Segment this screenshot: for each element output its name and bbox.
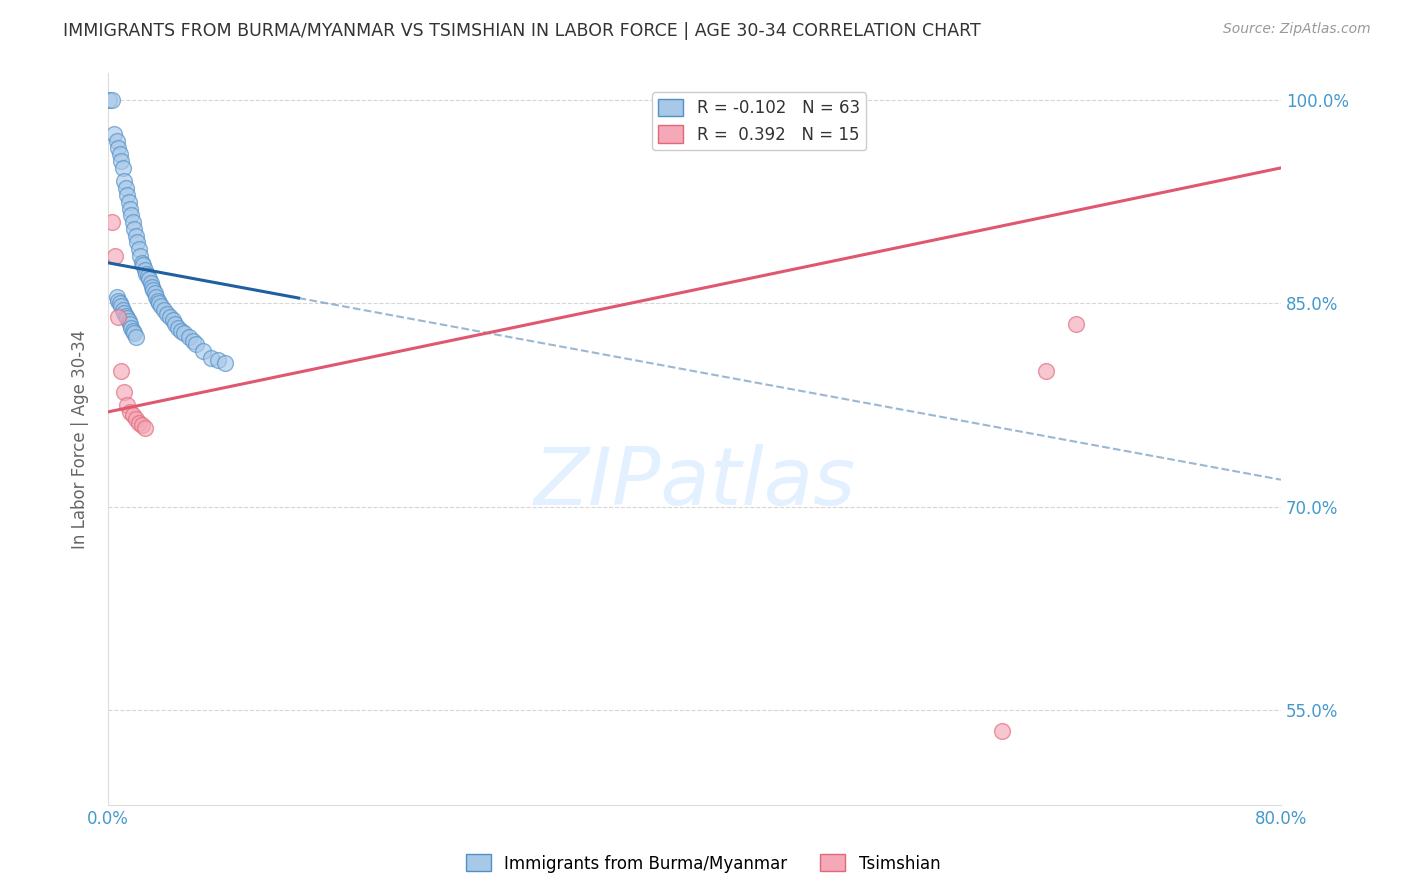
Point xyxy=(122,324,145,338)
Point xyxy=(124,326,146,341)
Point xyxy=(125,330,148,344)
Point xyxy=(111,303,134,318)
Point xyxy=(107,293,129,308)
Point xyxy=(184,337,207,351)
Point xyxy=(122,408,145,422)
Point xyxy=(110,154,132,169)
Point xyxy=(173,326,195,341)
Point xyxy=(105,290,128,304)
Point xyxy=(124,222,146,236)
Point xyxy=(200,351,222,365)
Point xyxy=(138,272,160,286)
Text: Source: ZipAtlas.com: Source: ZipAtlas.com xyxy=(1223,22,1371,37)
Point xyxy=(112,384,135,399)
Point xyxy=(112,174,135,188)
Point xyxy=(135,267,157,281)
Point xyxy=(118,317,141,331)
Point xyxy=(115,398,138,412)
Point xyxy=(125,411,148,425)
Point xyxy=(146,293,169,308)
Point xyxy=(128,242,150,256)
Point xyxy=(177,330,200,344)
Point xyxy=(118,202,141,216)
Point xyxy=(193,343,215,358)
Point xyxy=(103,127,125,141)
Text: ZIPatlas: ZIPatlas xyxy=(533,444,855,522)
Point xyxy=(101,93,124,107)
Point xyxy=(181,334,204,349)
Point xyxy=(108,147,131,161)
Point xyxy=(134,421,156,435)
Y-axis label: In Labor Force | Age 30-34: In Labor Force | Age 30-34 xyxy=(72,329,89,549)
Point xyxy=(108,296,131,310)
Legend: R = -0.102   N = 63, R =  0.392   N = 15: R = -0.102 N = 63, R = 0.392 N = 15 xyxy=(651,92,866,150)
Point xyxy=(141,280,163,294)
Point xyxy=(148,296,170,310)
Point xyxy=(159,310,181,324)
Point xyxy=(170,324,193,338)
Point xyxy=(98,93,121,107)
Point xyxy=(136,269,159,284)
Point xyxy=(165,317,187,331)
Point xyxy=(145,290,167,304)
Point xyxy=(214,356,236,370)
Point xyxy=(143,285,166,300)
Point xyxy=(127,235,149,250)
Point xyxy=(131,418,153,433)
Point xyxy=(120,208,142,222)
Text: IMMIGRANTS FROM BURMA/MYANMAR VS TSIMSHIAN IN LABOR FORCE | AGE 30-34 CORRELATIO: IMMIGRANTS FROM BURMA/MYANMAR VS TSIMSHI… xyxy=(63,22,981,40)
Point xyxy=(152,303,174,318)
Point xyxy=(139,276,162,290)
Point xyxy=(122,215,145,229)
Point xyxy=(114,309,136,323)
Point xyxy=(162,312,184,326)
Point xyxy=(149,299,172,313)
Point xyxy=(110,364,132,378)
Point xyxy=(101,215,124,229)
Point xyxy=(115,188,138,202)
Point xyxy=(167,321,190,335)
Point xyxy=(107,140,129,154)
Point xyxy=(207,353,229,368)
Point xyxy=(115,311,138,326)
Point xyxy=(129,249,152,263)
Point xyxy=(120,321,142,335)
Point xyxy=(107,310,129,324)
Point xyxy=(125,228,148,243)
Point xyxy=(112,306,135,320)
Point xyxy=(142,283,165,297)
Point xyxy=(1064,317,1087,331)
Legend: Immigrants from Burma/Myanmar, Tsimshian: Immigrants from Burma/Myanmar, Tsimshian xyxy=(458,847,948,880)
Point xyxy=(156,307,179,321)
Point xyxy=(111,161,134,175)
Point xyxy=(118,405,141,419)
Point xyxy=(131,256,153,270)
Point xyxy=(132,259,155,273)
Point xyxy=(991,723,1014,738)
Point xyxy=(117,314,139,328)
Point xyxy=(1035,364,1057,378)
Point xyxy=(117,194,139,209)
Point xyxy=(105,134,128,148)
Point xyxy=(104,249,127,263)
Point xyxy=(114,181,136,195)
Point xyxy=(134,262,156,277)
Point xyxy=(128,416,150,430)
Point xyxy=(110,299,132,313)
